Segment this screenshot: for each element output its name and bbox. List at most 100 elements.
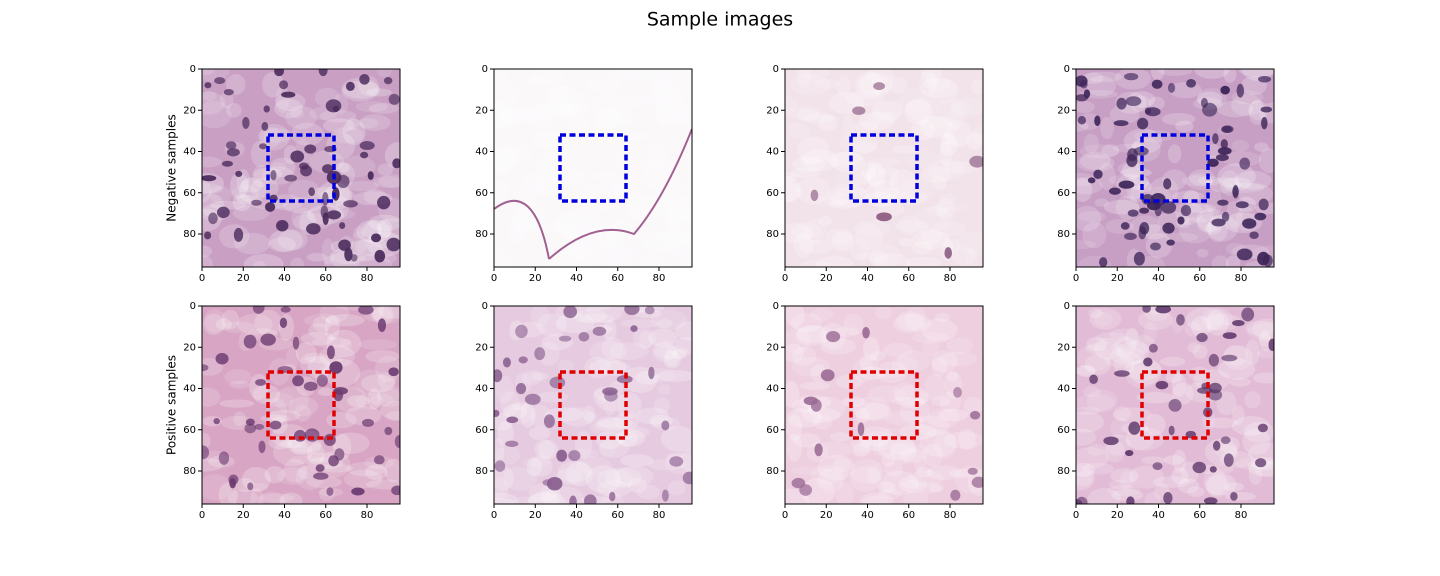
tissue-texture xyxy=(796,325,834,344)
tissue-texture xyxy=(900,480,922,489)
tissue-texture xyxy=(1171,467,1189,485)
y-tick-label: 80 xyxy=(183,466,196,477)
highlight-box xyxy=(558,370,628,440)
nucleus xyxy=(255,379,267,386)
tissue-texture xyxy=(1083,133,1099,154)
tissue-texture xyxy=(1094,198,1109,207)
tissue-texture xyxy=(926,408,960,428)
tissue-texture xyxy=(202,69,215,76)
tissue-texture xyxy=(1163,455,1185,465)
y-tick-label: 80 xyxy=(1057,466,1070,477)
tissue-texture xyxy=(1111,489,1144,502)
tissue-texture xyxy=(1231,139,1250,152)
nucleus xyxy=(1076,94,1088,102)
tissue-texture xyxy=(683,257,692,267)
nucleus xyxy=(624,306,640,316)
tissue-texture xyxy=(667,81,692,97)
tissue-texture xyxy=(877,436,917,461)
tissue-texture xyxy=(1077,255,1112,267)
tissue-texture xyxy=(1192,344,1208,359)
x-tick-label: 0 xyxy=(1073,273,1079,284)
tissue-texture xyxy=(312,316,331,332)
nucleus xyxy=(351,487,365,496)
nucleus xyxy=(518,356,528,364)
tissue-texture xyxy=(1076,344,1112,372)
tissue-texture xyxy=(512,496,539,504)
tissue-texture xyxy=(1076,364,1096,378)
tissue-texture xyxy=(1110,468,1139,484)
tissue-texture xyxy=(927,159,965,182)
nucleus xyxy=(322,192,329,206)
nucleus xyxy=(669,456,684,467)
nucleus xyxy=(290,150,305,163)
tissue-texture xyxy=(1081,462,1114,475)
y-tick-label: 60 xyxy=(475,188,488,199)
nucleus xyxy=(334,448,345,461)
tissue-texture xyxy=(303,313,342,328)
nucleus xyxy=(1192,461,1207,474)
nucleus xyxy=(221,160,234,167)
tissue-texture xyxy=(889,76,908,94)
nucleus xyxy=(1155,380,1169,390)
nucleus xyxy=(1125,96,1142,107)
tissue-texture xyxy=(919,116,954,139)
x-tick-label: 60 xyxy=(319,510,332,521)
tissue-texture xyxy=(271,424,309,449)
x-tick-label: 80 xyxy=(944,510,957,521)
tissue-texture xyxy=(1188,169,1215,186)
highlight-box xyxy=(558,133,628,203)
nucleus xyxy=(1241,307,1255,322)
tissue-texture xyxy=(1109,328,1139,341)
nucleus xyxy=(1236,248,1253,261)
tissue-texture xyxy=(494,159,512,175)
y-tick-label: 40 xyxy=(766,147,779,158)
nucleus xyxy=(1166,239,1175,246)
tissue-texture xyxy=(1217,358,1256,380)
nucleus xyxy=(1150,242,1161,251)
tissue-texture xyxy=(919,78,958,99)
y-tick-label: 20 xyxy=(183,342,196,353)
tissue-texture xyxy=(238,177,267,204)
tissue-texture xyxy=(866,161,884,186)
nucleus xyxy=(326,487,334,496)
tissue-texture xyxy=(220,90,234,109)
nucleus xyxy=(269,420,282,430)
image xyxy=(785,306,983,504)
tissue-texture xyxy=(668,224,692,247)
tissue-texture xyxy=(856,252,892,262)
tissue-texture xyxy=(1245,320,1274,336)
nucleus xyxy=(304,428,320,442)
tissue-texture xyxy=(253,260,267,267)
nucleus xyxy=(1138,226,1147,240)
tissue-texture xyxy=(930,350,958,373)
tissue-texture xyxy=(966,131,983,150)
tissue-texture xyxy=(903,490,929,504)
tissue-texture xyxy=(377,217,400,238)
tissue-texture xyxy=(554,215,589,238)
nucleus xyxy=(1103,436,1119,446)
tissue-texture xyxy=(790,312,823,333)
tissue-texture xyxy=(378,174,400,188)
nucleus xyxy=(1232,186,1239,198)
nucleus xyxy=(386,237,400,252)
tissue-texture xyxy=(288,455,326,464)
tissue-texture xyxy=(790,73,830,96)
tissue-texture xyxy=(894,219,929,233)
tissue-texture xyxy=(836,169,871,186)
tissue-texture xyxy=(785,380,800,408)
tissue-texture xyxy=(658,230,691,246)
tissue-texture xyxy=(649,230,679,242)
tissue-texture xyxy=(833,458,852,472)
tissue-texture xyxy=(308,323,329,339)
tissue-texture xyxy=(352,226,367,240)
tissue-texture xyxy=(616,392,642,419)
tissue-texture xyxy=(787,122,811,140)
tissue-texture xyxy=(608,185,637,200)
tissue-texture xyxy=(557,460,591,483)
tissue-texture xyxy=(1143,321,1158,344)
tissue-texture xyxy=(939,141,953,167)
tissue-texture xyxy=(606,69,631,83)
tissue-texture xyxy=(545,84,569,103)
tissue-texture xyxy=(1196,248,1209,258)
nucleus xyxy=(1099,257,1108,267)
